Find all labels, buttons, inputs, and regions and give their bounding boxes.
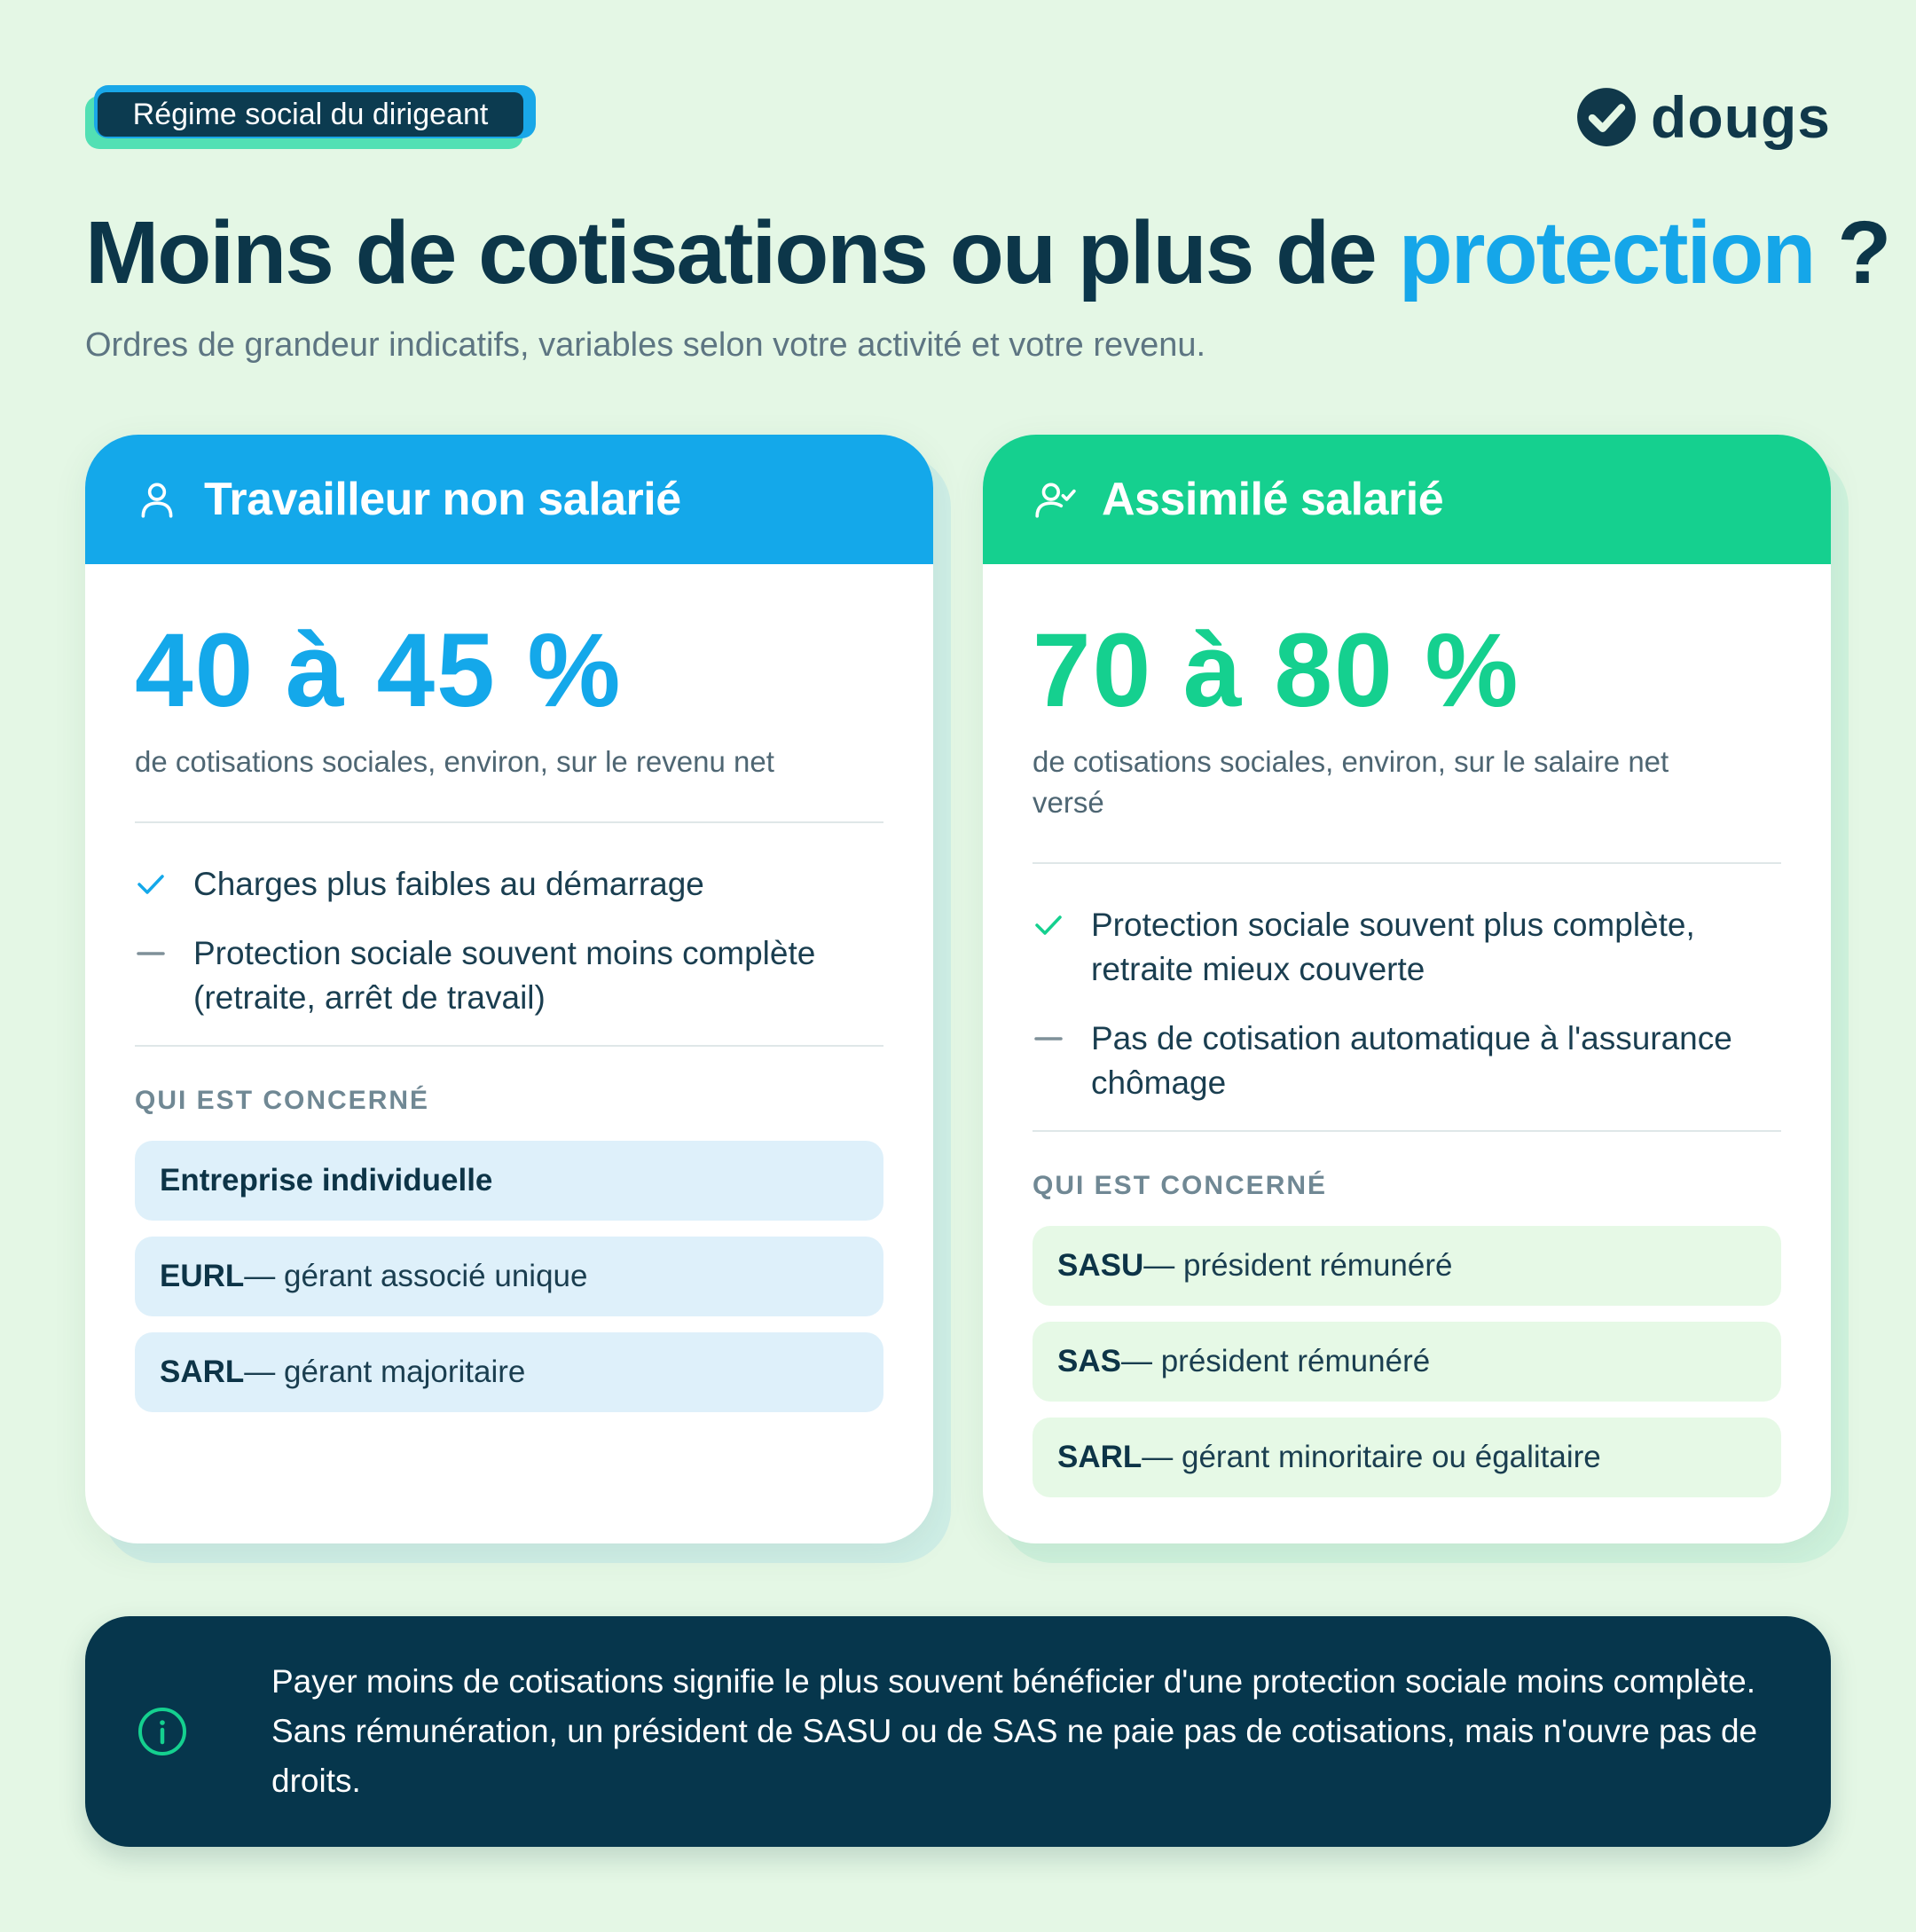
title-accent: protection	[1398, 203, 1817, 302]
tns-points-list: Charges plus faibles au démarrage Protec…	[135, 862, 883, 1020]
section-label: QUI EST CONCERNÉ	[1033, 1170, 1328, 1200]
check-icon	[135, 862, 167, 907]
tns-card-title: Travailleur non salarié	[204, 474, 681, 525]
divider	[1033, 861, 1781, 864]
list-item: Pas de cotisation automatique à l'assura…	[1033, 1017, 1781, 1105]
user-check-icon	[1035, 483, 1076, 518]
page-title: Moins de cotisations ou plus de protecti…	[85, 203, 1891, 302]
section-label: QUI EST CONCERNÉ	[135, 1085, 430, 1115]
tns-card-body: 40 à 45 % de cotisations sociales, envir…	[85, 564, 933, 1412]
info-icon	[138, 1708, 186, 1755]
legal-form-chip: EURL — gérant associé unique	[135, 1236, 883, 1316]
chip-bold: EURL	[160, 1258, 245, 1293]
assimile-card-body: 70 à 80 % de cotisations sociales, envir…	[983, 564, 1831, 1497]
point-text: Pas de cotisation automatique à l'assura…	[1091, 1019, 1732, 1101]
logo-text: dougs	[1651, 84, 1831, 150]
divider	[135, 821, 883, 823]
title-end: ?	[1814, 203, 1891, 302]
legal-form-chip: SARL — gérant minoritaire ou égalitaire	[1033, 1417, 1781, 1497]
assimile-card-title: Assimilé salarié	[1102, 474, 1444, 525]
point-text: Protection sociale souvent moins complèt…	[193, 934, 816, 1016]
chip-bold: SASU	[1057, 1247, 1144, 1283]
chip-rest: — gérant majoritaire	[244, 1354, 526, 1389]
chip-bold: Entreprise individuelle	[160, 1162, 493, 1198]
chip-rest: — président rémunéré	[1143, 1247, 1453, 1283]
list-item: Protection sociale souvent plus complète…	[1033, 903, 1781, 992]
tns-rate-value: 40 à 45 %	[135, 612, 623, 729]
tns-card: Travailleur non salarié 40 à 45 % de cot…	[85, 435, 933, 1543]
point-text: Charges plus faibles au démarrage	[193, 865, 704, 902]
list-item: Protection sociale souvent moins complèt…	[135, 931, 883, 1020]
assimile-rate-description: de cotisations sociales, environ, sur le…	[1033, 744, 1669, 819]
page-subtitle: Ordres de grandeur indicatifs, variables…	[85, 326, 1206, 364]
legal-form-chip: SASU — président rémunéré	[1033, 1225, 1781, 1306]
point-text: Protection sociale souvent plus complète…	[1091, 906, 1695, 987]
chip-bold: SAS	[1057, 1343, 1121, 1378]
legal-form-chip: SARL — gérant majoritaire	[135, 1331, 883, 1412]
category-tag-wrapper: Régime social du dirigeant	[85, 85, 536, 151]
chip-bold: SARL	[1057, 1439, 1143, 1474]
chip-rest: — président rémunéré	[1120, 1343, 1431, 1378]
dash-icon	[1033, 1017, 1064, 1061]
tns-card-header: Travailleur non salarié	[85, 435, 933, 564]
list-item: Charges plus faibles au démarrage	[135, 862, 883, 907]
divider	[1033, 1129, 1781, 1132]
assimile-card: Assimilé salarié 70 à 80 % de cotisation…	[983, 435, 1831, 1543]
legal-form-chip: Entreprise individuelle	[135, 1140, 883, 1221]
title-main: Moins de cotisations ou plus de	[85, 203, 1399, 302]
chip-rest: — gérant minoritaire ou égalitaire	[1142, 1439, 1601, 1474]
chip-rest: — gérant associé unique	[244, 1258, 588, 1293]
dougs-logo: dougs	[1576, 87, 1831, 147]
tns-rate-description: de cotisations sociales, environ, sur le…	[135, 744, 774, 778]
divider	[135, 1044, 883, 1047]
assimile-rate-value: 70 à 80 %	[1033, 612, 1520, 729]
legal-form-chip: SAS — président rémunéré	[1033, 1321, 1781, 1402]
check-circle-icon	[1577, 88, 1636, 146]
assimile-card-header: Assimilé salarié	[983, 435, 1831, 564]
info-box: Payer moins de cotisations signifie le p…	[85, 1616, 1831, 1847]
category-tag: Régime social du dirigeant	[98, 92, 523, 137]
chip-bold: SARL	[160, 1354, 245, 1389]
check-icon	[1033, 903, 1064, 947]
info-text: Payer moins de cotisations signifie le p…	[271, 1663, 1758, 1799]
user-icon	[141, 483, 173, 518]
dash-icon	[135, 931, 167, 976]
assimile-points-list: Protection sociale souvent plus complète…	[1033, 903, 1781, 1105]
